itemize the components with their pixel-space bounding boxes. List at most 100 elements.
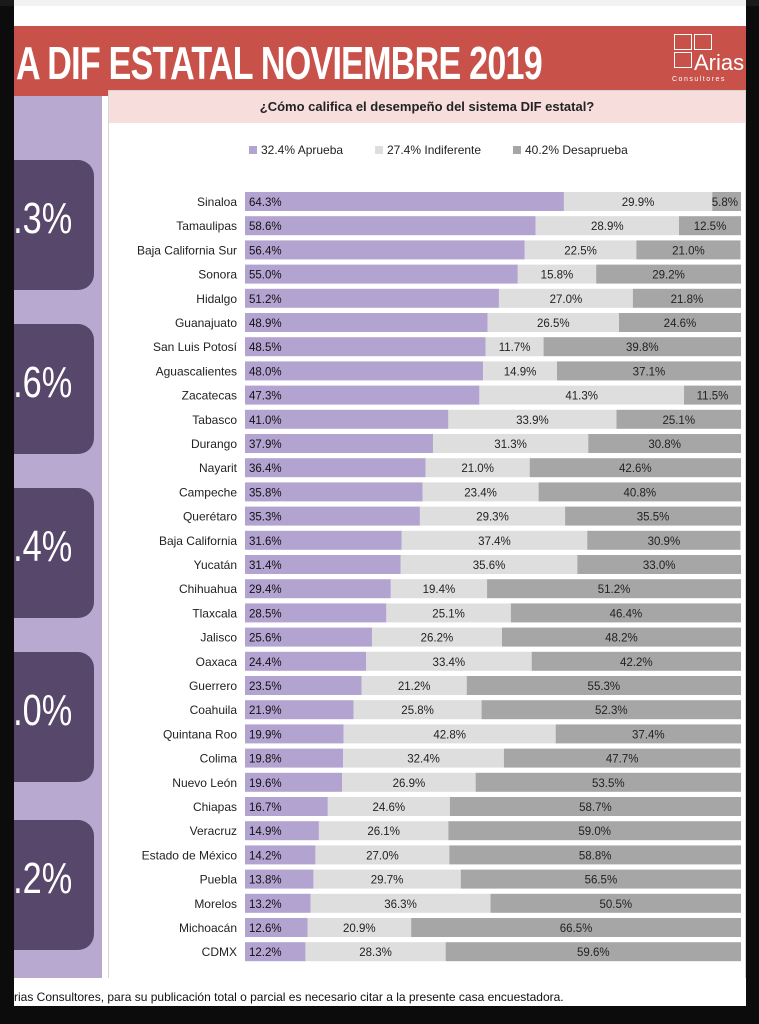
- data-label: 66.5%: [560, 923, 593, 935]
- data-label: 28.9%: [591, 221, 624, 233]
- data-label: 33.9%: [516, 415, 549, 427]
- bar-desaprueba: [565, 506, 741, 526]
- category-label: Coahuila: [190, 703, 238, 717]
- category-label: Nayarit: [199, 461, 238, 475]
- bar-aprueba: [245, 482, 423, 502]
- bar-indiferente: [343, 748, 504, 768]
- data-label: 29.4%: [249, 584, 282, 596]
- data-label: 47.7%: [606, 754, 639, 766]
- kpi-card: 0.0%: [14, 652, 94, 782]
- bottom-border: [0, 1006, 759, 1024]
- bar-aprueba: [245, 724, 344, 744]
- legend-swatch: [375, 146, 383, 154]
- arias-logo: Arias Consultores: [670, 32, 745, 92]
- data-label: 27.0%: [366, 850, 399, 862]
- data-label: 56.5%: [585, 875, 618, 887]
- category-label: Jalisco: [200, 631, 237, 645]
- category-label: Hidalgo: [196, 292, 237, 306]
- category-label: Zacatecas: [182, 389, 237, 403]
- bar-aprueba: [245, 845, 316, 865]
- kpi-value: 2.2%: [14, 854, 73, 903]
- bar-indiferente: [517, 264, 597, 284]
- data-label: 22.5%: [564, 245, 597, 257]
- bar-aprueba: [245, 434, 433, 453]
- data-label: 31.3%: [494, 439, 527, 451]
- bar-indiferente: [313, 869, 461, 889]
- data-label: 12.2%: [249, 947, 282, 959]
- bar-aprueba: [245, 700, 354, 720]
- bar-aprueba: [245, 506, 420, 526]
- data-label: 5.8%: [712, 197, 738, 209]
- data-label: 24.6%: [664, 318, 697, 330]
- bar-aprueba: [245, 651, 367, 671]
- data-label: 48.5%: [249, 342, 282, 354]
- bar-aprueba: [245, 555, 401, 574]
- bar-indiferente: [361, 676, 467, 695]
- bar-desaprueba: [712, 192, 741, 211]
- bar-aprueba: [245, 918, 308, 937]
- data-label: 27.0%: [550, 294, 583, 306]
- logo-arrow-icon: [674, 52, 692, 68]
- category-label: Guanajuato: [175, 316, 237, 330]
- data-label: 31.6%: [249, 536, 282, 548]
- bar-indiferente: [487, 313, 619, 332]
- bar-aprueba: [245, 627, 372, 647]
- data-label: 39.8%: [626, 342, 659, 354]
- bar-desaprueba: [449, 797, 741, 816]
- category-label: Tamaulipas: [176, 219, 237, 233]
- data-label: 21.0%: [461, 463, 494, 475]
- data-label: 32.4%: [407, 754, 440, 766]
- data-label: 64.3%: [249, 197, 282, 209]
- data-label: 13.2%: [249, 899, 282, 911]
- data-label: 40.8%: [624, 487, 657, 499]
- data-label: 25.6%: [249, 633, 282, 645]
- bar-indiferente: [386, 603, 511, 623]
- category-label: Oaxaca: [196, 655, 238, 669]
- bar-indiferente: [483, 361, 557, 381]
- bar-desaprueba: [490, 893, 741, 913]
- category-label: Aguascalientes: [156, 364, 237, 378]
- category-label: Chiapas: [193, 800, 237, 814]
- bar-desaprueba: [445, 942, 741, 962]
- legend-label: 40.2% Desaprueba: [525, 143, 628, 157]
- bar-desaprueba: [466, 676, 741, 695]
- data-label: 12.6%: [249, 923, 282, 935]
- bar-indiferente: [419, 506, 566, 526]
- data-label: 50.5%: [599, 899, 632, 911]
- bar-indiferente: [315, 845, 450, 865]
- bar-indiferente: [422, 482, 539, 502]
- data-label: 21.0%: [672, 245, 705, 257]
- sidebar-kpi-column: 4.3% 3.6% 6.4% 0.0% 2.2%: [14, 96, 102, 978]
- bar-desaprueba: [596, 264, 741, 284]
- data-label: 48.0%: [249, 366, 282, 378]
- category-label: Guerrero: [189, 679, 237, 693]
- bar-desaprueba: [543, 337, 741, 357]
- data-label: 58.8%: [579, 850, 612, 862]
- data-label: 30.8%: [648, 439, 681, 451]
- kpi-card: 6.4%: [14, 488, 94, 618]
- bar-desaprueba: [503, 748, 741, 768]
- bar-desaprueba: [475, 772, 741, 792]
- bar-aprueba: [245, 676, 362, 695]
- data-label: 51.2%: [598, 584, 631, 596]
- bar-desaprueba: [411, 918, 741, 937]
- bar-indiferente: [343, 724, 556, 744]
- kpi-card: 3.6%: [14, 324, 94, 454]
- kpi-value: 3.6%: [14, 358, 73, 407]
- bar-aprueba: [245, 942, 306, 962]
- data-label: 35.5%: [637, 512, 670, 524]
- bar-indiferente: [366, 651, 532, 671]
- data-label: 42.6%: [619, 463, 652, 475]
- bar-aprueba: [245, 409, 449, 429]
- data-label: 37.9%: [249, 439, 282, 451]
- chart-panel: ¿Cómo califica el desempeño del sistema …: [108, 90, 746, 980]
- logo-name: Arias: [694, 50, 745, 75]
- data-label: 55.3%: [588, 681, 621, 693]
- data-label: 19.4%: [423, 584, 456, 596]
- data-label: 13.8%: [249, 875, 282, 887]
- top-paper-edge: [14, 0, 746, 6]
- data-label: 29.7%: [371, 875, 404, 887]
- category-label: Quintana Roo: [163, 727, 237, 741]
- data-label: 33.4%: [433, 657, 466, 669]
- bar-indiferente: [318, 821, 449, 841]
